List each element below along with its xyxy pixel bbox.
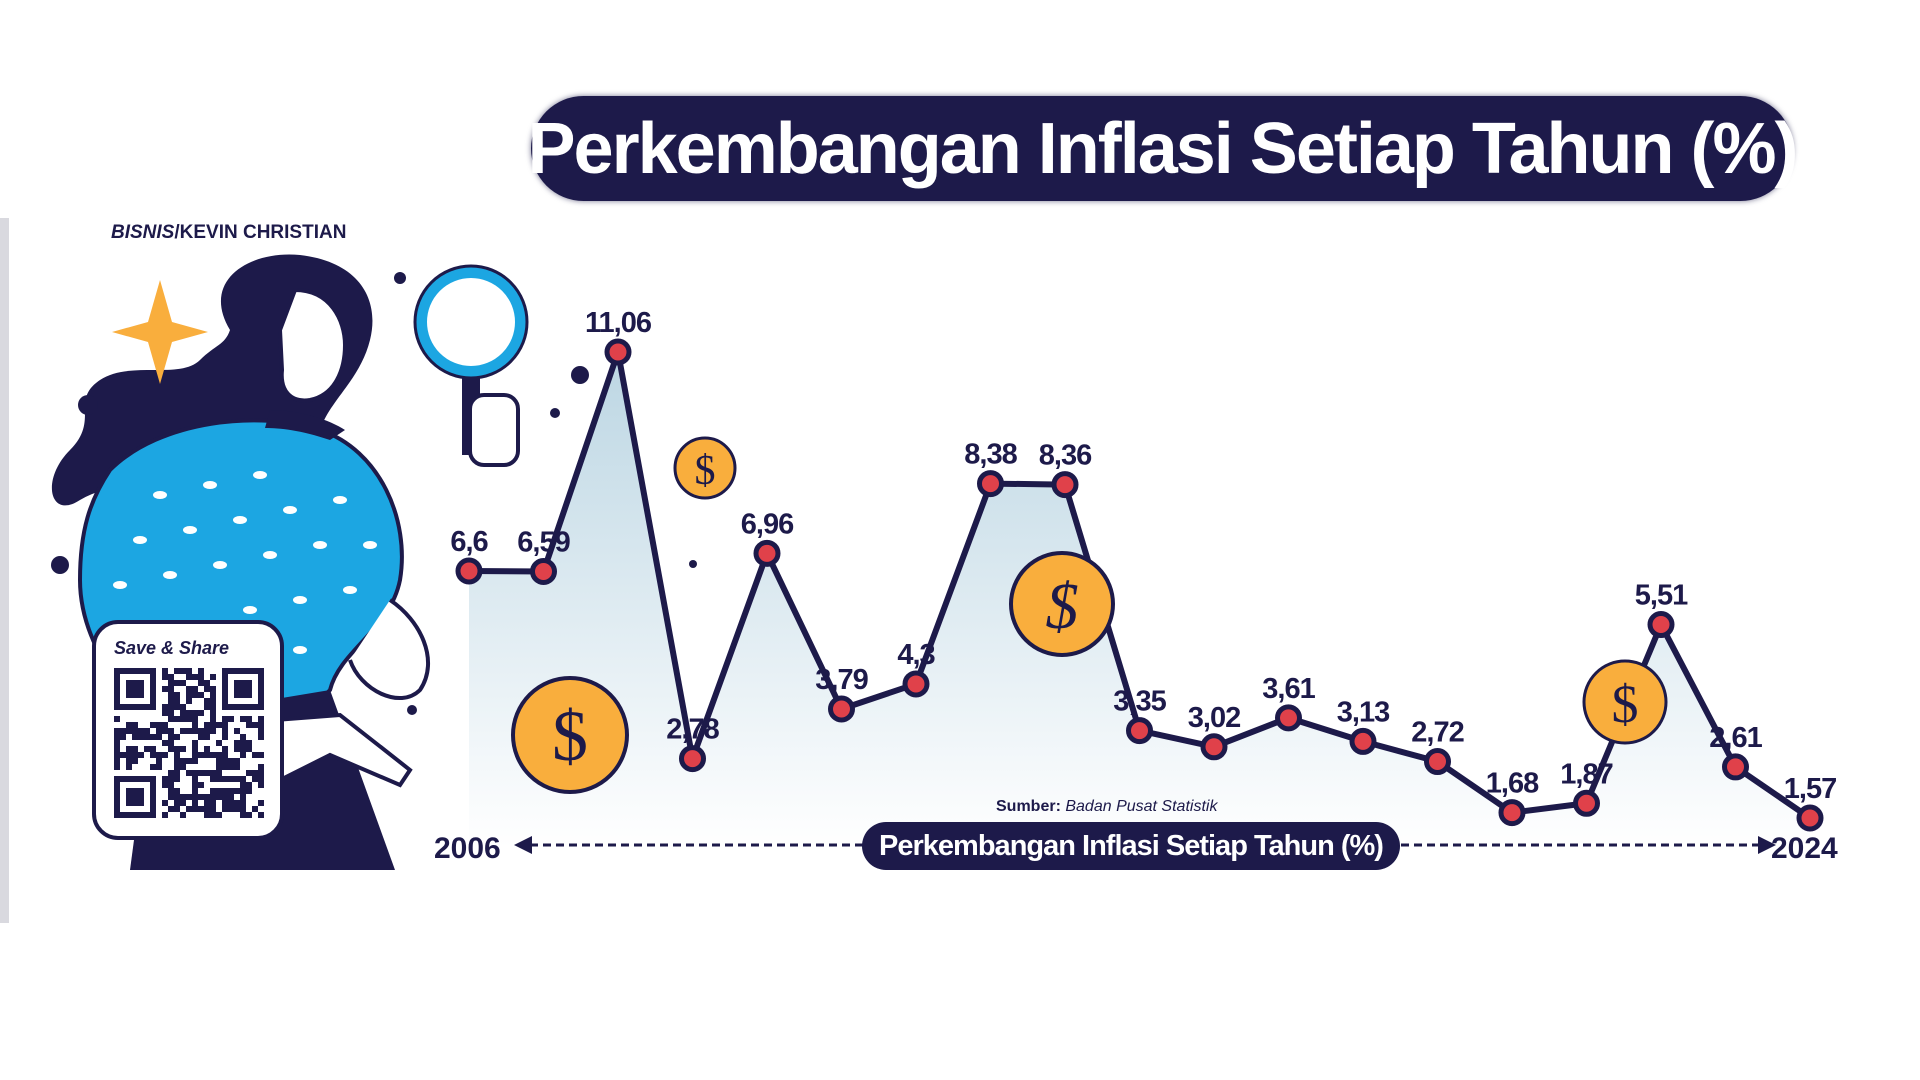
source-name: Badan Pusat Statistik (1065, 798, 1218, 815)
qr-share-label: Save & Share (114, 638, 230, 658)
data-label-2010: 6,96 (741, 508, 794, 540)
data-point-2006 (455, 557, 483, 585)
dollar-coin-icon: $ (1009, 551, 1115, 657)
face-shape (277, 287, 348, 403)
data-label-2019: 2,72 (1411, 717, 1463, 749)
data-labels: 6,6 6,59 11,06 2,78 6,96 3,79 4,3 8,38 8,36 3,35 3… (450, 307, 1837, 805)
data-label-2014: 8,36 (1039, 440, 1092, 472)
data-point-2007 (530, 557, 557, 585)
left-edge-bar (0, 218, 9, 923)
chart-title: Perkembangan Inflasi Setiap Tahun (%) (528, 96, 1798, 201)
data-label-2008: 11,06 (585, 307, 652, 339)
data-label-2009: 2,78 (666, 714, 719, 746)
data-label-2006: 6,6 (450, 526, 488, 558)
area-fill (469, 352, 1810, 848)
data-point-2021 (1573, 789, 1600, 817)
data-label-2012: 4,3 (897, 639, 935, 671)
source-note: Sumber: Badan Pusat Statistik (996, 798, 1217, 816)
dollar-coin-icon: $ (673, 436, 737, 500)
data-point-2012 (902, 670, 930, 698)
credit-outlet: BISNIS (111, 222, 175, 243)
data-point-2011 (828, 695, 855, 723)
magnifier-icon (415, 266, 527, 378)
credit-author: /KEVIN CHRISTIAN (174, 222, 347, 243)
data-label-2023: 2,61 (1709, 722, 1762, 754)
data-point-2014 (1051, 471, 1079, 499)
data-label-2021: 1,87 (1560, 758, 1612, 790)
data-label-2013: 8,38 (964, 439, 1017, 471)
data-point-2018 (1349, 727, 1377, 755)
svg-text:$: $ (1612, 674, 1639, 734)
axis-caption: Perkembangan Inflasi Setiap Tahun (%) (862, 822, 1400, 870)
data-points (455, 338, 1824, 832)
data-label-2018: 3,13 (1337, 696, 1390, 728)
data-point-2013 (977, 470, 1004, 498)
dollar-coin-icon: $ (1582, 659, 1668, 745)
data-point-2016 (1200, 733, 1228, 761)
holding-hand (468, 393, 520, 467)
data-label-2024: 1,57 (1784, 773, 1836, 805)
qr-share-card[interactable]: Save & Share (92, 620, 284, 840)
data-label-2015: 3,35 (1113, 686, 1166, 718)
axis-end-year: 2024 (1771, 832, 1838, 865)
data-point-2024 (1796, 804, 1824, 832)
data-point-2023 (1722, 753, 1749, 781)
data-point-2020 (1498, 799, 1526, 827)
data-label-2017: 3,61 (1262, 673, 1315, 705)
arm-shape (348, 598, 431, 701)
data-label-2020: 1,68 (1486, 768, 1539, 800)
data-label-2022: 5,51 (1635, 580, 1688, 612)
sparkle-icon (112, 280, 208, 384)
svg-text:$: $ (552, 696, 588, 776)
data-point-2022 (1647, 611, 1675, 639)
illustration-credit: BISNIS/KEVIN CHRISTIAN (111, 222, 346, 244)
data-label-2016: 3,02 (1188, 702, 1240, 734)
data-label-2007: 6,59 (517, 526, 570, 558)
data-point-2008 (604, 338, 632, 366)
axis-start-year: 2006 (434, 832, 501, 865)
data-point-2019 (1424, 748, 1451, 776)
data-point-2015 (1126, 717, 1153, 745)
data-point-2009 (679, 745, 706, 773)
svg-text:$: $ (695, 448, 716, 494)
data-point-2017 (1275, 704, 1302, 732)
source-prefix: Sumber: (996, 798, 1061, 815)
data-label-2011: 3,79 (815, 664, 868, 696)
qr-code[interactable] (114, 668, 264, 818)
collar-shape (265, 410, 345, 440)
svg-text:$: $ (1046, 570, 1079, 643)
dollar-coin-icon: $ (511, 676, 629, 794)
data-point-2010 (753, 539, 781, 567)
